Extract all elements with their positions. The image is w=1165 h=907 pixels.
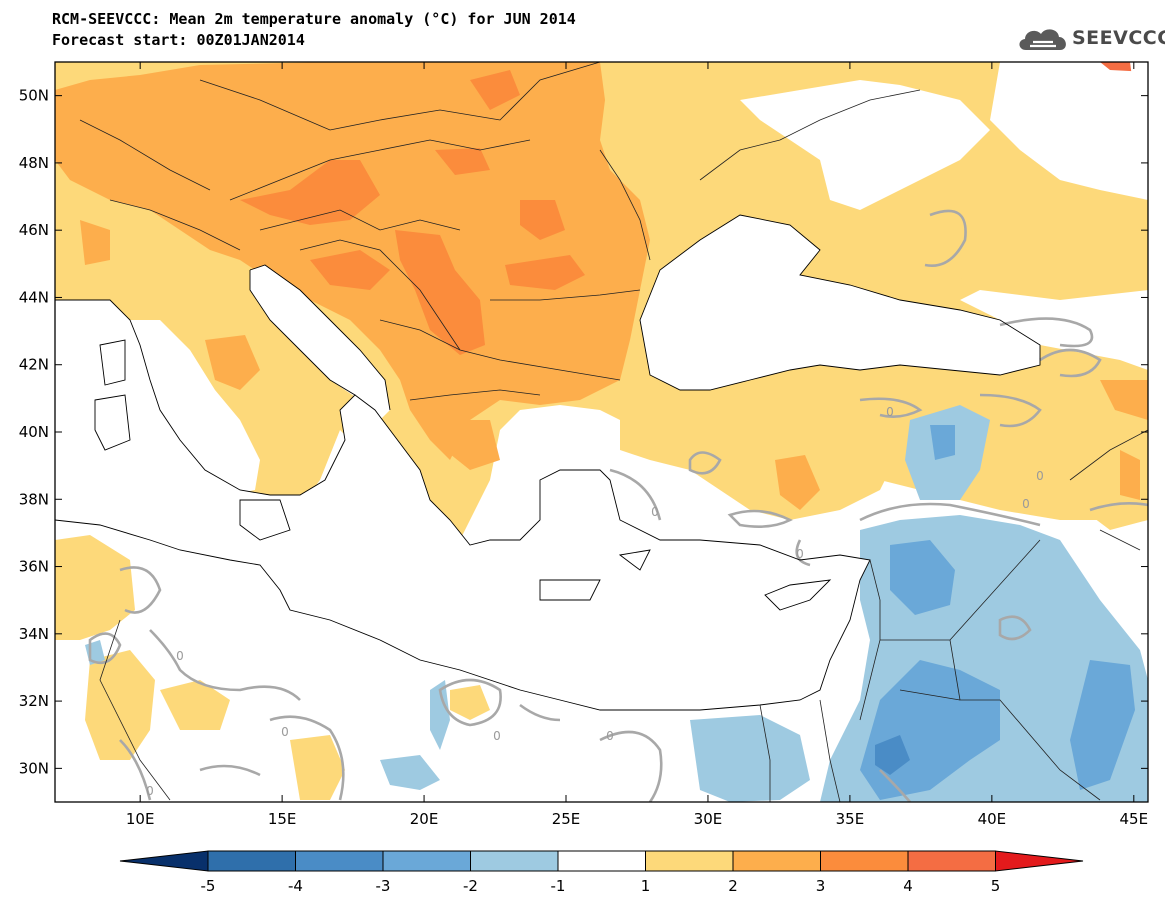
latitude-axis: 50N 48N 46N 44N 42N 40N 38N 36N 34N 32N 30N xyxy=(19,87,1148,777)
contour-label: 0 xyxy=(1022,497,1030,511)
contour-label: 0 xyxy=(651,505,659,519)
map-title: RCM-SEEVCCC: Mean 2m temperature anomaly… xyxy=(52,10,576,28)
anomaly-region-3to4 xyxy=(505,255,585,290)
colorbar-label: 5 xyxy=(991,877,1001,895)
anomaly-region-3to4 xyxy=(470,70,520,110)
contour-label: 0 xyxy=(1036,469,1044,483)
colorbar-box xyxy=(382,850,471,872)
colorbar-label: -5 xyxy=(201,877,216,895)
lon-label: 45E xyxy=(1120,810,1149,828)
lat-label: 50N xyxy=(19,87,49,105)
anomaly-region-1to2 xyxy=(55,535,135,640)
lat-label: 38N xyxy=(19,490,49,508)
colorbar: -5 -4 -3 -2 -1 1 2 3 4 5 xyxy=(119,850,1084,895)
anomaly-region-minus2to3 xyxy=(890,540,955,615)
logo-text: SEEVCCC xyxy=(1072,27,1165,49)
colorbar-label: 2 xyxy=(728,877,738,895)
anomaly-region-2to3 xyxy=(1100,380,1148,420)
coastlines xyxy=(55,214,1041,711)
anomaly-region-3to4 xyxy=(395,230,485,355)
colorbar-label: -3 xyxy=(376,877,391,895)
colorbar-label: 3 xyxy=(816,877,826,895)
longitude-axis: 10E 15E 20E 25E 30E 35E 40E 45E xyxy=(126,62,1148,828)
colorbar-box xyxy=(295,850,384,872)
contour-label: 0 xyxy=(176,649,184,663)
anomaly-region-minus1to2 xyxy=(690,715,810,802)
lat-label: 30N xyxy=(19,759,49,777)
anomaly-region-neutral xyxy=(740,80,990,210)
caspian-sea xyxy=(1130,62,1148,120)
lon-label: 20E xyxy=(410,810,439,828)
contour-label: 0 xyxy=(146,784,154,798)
colorbar-label: -4 xyxy=(288,877,303,895)
anomaly-region-2to3 xyxy=(440,420,500,470)
colorbar-box xyxy=(820,850,909,872)
anomaly-region-2to3 xyxy=(775,455,820,510)
anomaly-region-2to3 xyxy=(1120,450,1140,500)
colorbar-box xyxy=(557,850,646,872)
zero-contours xyxy=(88,209,1148,802)
lon-label: 35E xyxy=(836,810,865,828)
country-borders xyxy=(79,62,1148,802)
lat-label: 32N xyxy=(19,692,49,710)
contour-label: 0 xyxy=(606,729,614,743)
anomaly-region-3to4 xyxy=(310,250,390,290)
lat-label: 42N xyxy=(19,356,49,374)
lat-label: 36N xyxy=(19,558,49,576)
colorbar-box xyxy=(645,850,734,872)
lat-label: 46N xyxy=(19,221,49,239)
black-sea xyxy=(640,215,1040,390)
cloud-icon xyxy=(1019,29,1066,50)
anomaly-region-1to2 xyxy=(620,380,900,520)
lat-label: 48N xyxy=(19,154,49,172)
anomaly-region-1to2 xyxy=(960,200,1148,295)
colorbar-extend-high xyxy=(995,850,1084,872)
lon-label: 15E xyxy=(268,810,297,828)
colorbar-box xyxy=(732,850,821,872)
anomaly-region-3to4 xyxy=(520,200,565,240)
anomaly-region-minus2to3 xyxy=(930,425,955,460)
colorbar-box xyxy=(470,850,559,872)
anomaly-region-minus2to3 xyxy=(1070,660,1135,790)
contour-label: 0 xyxy=(886,405,894,419)
anomaly-region-1to2 xyxy=(160,680,230,730)
colorbar-label: 1 xyxy=(641,877,651,895)
colorbar-extend-low xyxy=(119,850,209,872)
colorbar-label: -1 xyxy=(551,877,566,895)
anomaly-region-1to2 xyxy=(1000,400,1148,530)
anomaly-region-1to2 xyxy=(85,650,155,760)
lon-label: 30E xyxy=(694,810,723,828)
tyrrhenian-sea xyxy=(130,320,260,495)
contour-label: 0 xyxy=(796,547,804,561)
anomaly-region-3to4 xyxy=(240,160,380,225)
lon-label: 40E xyxy=(978,810,1007,828)
lat-label: 44N xyxy=(19,288,49,306)
anomaly-region-1to2 xyxy=(450,685,490,720)
colorbar-box xyxy=(207,850,296,872)
anomaly-region-3to4 xyxy=(435,148,490,175)
anomaly-region-minus1to2 xyxy=(380,755,440,790)
contour-label: 0 xyxy=(493,729,501,743)
colorbar-box xyxy=(907,850,996,872)
forecast-start-label: Forecast start: 00Z01JAN2014 xyxy=(52,31,305,49)
mediterranean-sea xyxy=(55,300,870,710)
adriatic-sea xyxy=(250,265,390,420)
colorbar-label: 4 xyxy=(903,877,913,895)
anomaly-region-1to2 xyxy=(290,735,345,800)
lon-label: 25E xyxy=(552,810,581,828)
anomaly-region-minus1to2 xyxy=(430,680,450,750)
lon-label: 10E xyxy=(126,810,155,828)
anomaly-region-2to3 xyxy=(205,335,260,390)
lat-label: 40N xyxy=(19,423,49,441)
contour-label: 0 xyxy=(281,725,289,739)
lat-label: 34N xyxy=(19,625,49,643)
anomaly-region-minus3to4 xyxy=(875,735,910,775)
colorbar-label: -2 xyxy=(463,877,478,895)
anomaly-region-2to3 xyxy=(80,220,110,265)
anomaly-region-neutral xyxy=(990,62,1148,200)
seevccc-logo: SEEVCCC xyxy=(1016,22,1165,56)
